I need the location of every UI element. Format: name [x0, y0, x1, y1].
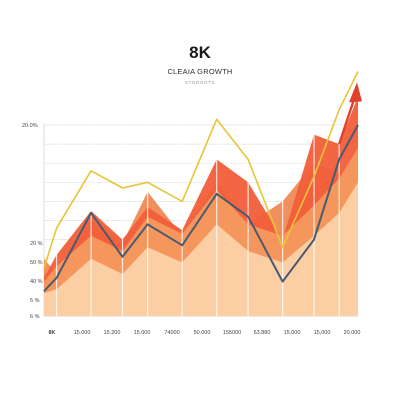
growth-arrow	[338, 82, 362, 145]
x-tick-label: 74000	[164, 330, 179, 336]
line-series	[43, 71, 359, 292]
line-series-1	[43, 71, 359, 269]
chart-subtitle: CLEAIA GROWTH	[167, 67, 232, 76]
y-tick-label: 6 %	[30, 314, 40, 320]
x-tick-label: 155000	[223, 330, 241, 336]
y-tick-label: 20.0%	[22, 123, 38, 129]
x-tick-label: 20.000	[344, 330, 361, 336]
x-tick-label: 50.000	[194, 330, 211, 336]
line-series-2	[43, 124, 359, 292]
x-tick-label: 15,000	[314, 330, 331, 336]
y-tick-label: 50 %	[30, 260, 43, 266]
y-tick-label: 5 %	[30, 298, 40, 304]
y-tick-label: 40 %	[30, 279, 43, 285]
x-axis-ticks: 8K 15.000 15.200 15.000 74000 50.000 155000 53.…	[48, 330, 360, 336]
growth-arrow-shaft	[338, 95, 357, 145]
growth-arrow-head	[349, 82, 362, 103]
x-tick-label: 8K	[48, 330, 55, 336]
bar-dividers	[55, 125, 340, 316]
x-tick-label: 15.000	[284, 330, 301, 336]
x-tick-label: 15.200	[104, 330, 121, 336]
x-tick-label: 53.880	[254, 330, 271, 336]
x-tick-label: 15.000	[134, 330, 151, 336]
x-tick-label: 15.000	[74, 330, 91, 336]
y-axis-ticks: 20.0% 20 % 50 % 40 % 5 % 6 %	[22, 123, 43, 320]
chart-caption: STGROOTS	[185, 80, 215, 85]
chart-title: 8K	[189, 43, 211, 62]
y-tick-label: 20 %	[30, 241, 43, 247]
